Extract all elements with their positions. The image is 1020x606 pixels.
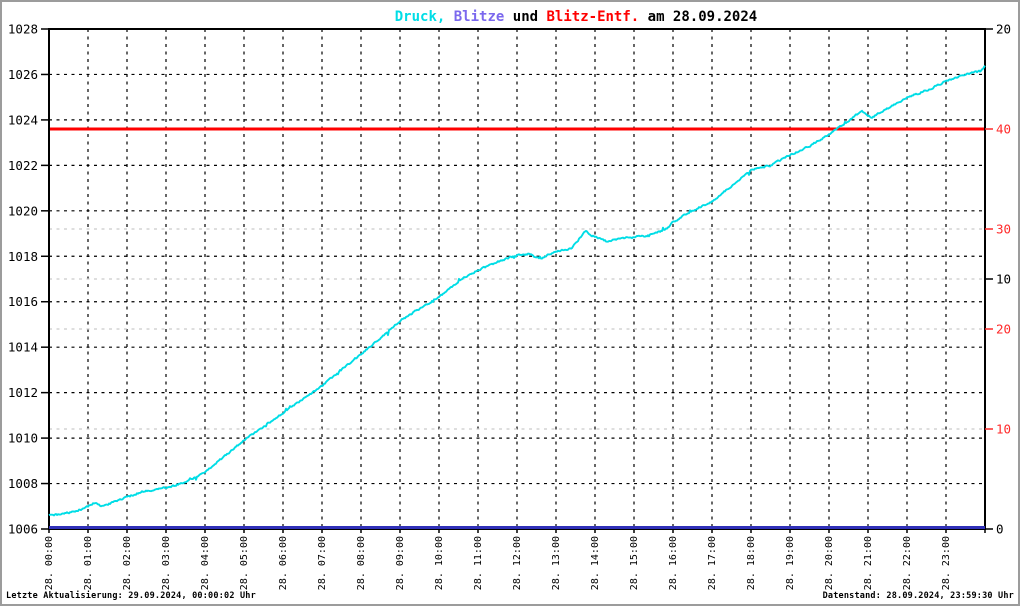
x-tick-label: 28. 01:00	[83, 536, 94, 590]
chart-title: Druck, Blitze und Blitz-Entf. am 28.09.2…	[395, 9, 757, 25]
x-tick-label: 28. 04:00	[200, 536, 211, 590]
y-left-tick-label: 1006	[8, 522, 38, 537]
y-left-tick-label: 1008	[8, 476, 38, 491]
x-tick-label: 28. 00:00	[44, 536, 55, 590]
y-left-tick-label: 1010	[8, 431, 38, 446]
y-right-black-tick-label: 20	[996, 22, 1011, 37]
footer-last-update: Letzte Aktualisierung: 29.09.2024, 00:00…	[6, 591, 256, 601]
y-right-black-tick-label: 0	[996, 522, 1004, 537]
y-right-red-tick-label: 10	[996, 422, 1011, 437]
footer-data-timestamp: Datenstand: 28.09.2024, 23:59:30 Uhr	[822, 591, 1014, 601]
x-tick-label: 28. 16:00	[668, 536, 679, 590]
x-tick-label: 28. 11:00	[473, 536, 484, 590]
x-tick-label: 28. 14:00	[590, 536, 601, 590]
title-part: Blitze	[445, 9, 504, 25]
y-left-tick-label: 1028	[8, 22, 38, 37]
x-tick-label: 28. 18:00	[746, 536, 757, 590]
title-part: und	[504, 9, 546, 25]
x-tick-label: 28. 17:00	[707, 536, 718, 590]
druck-curve	[48, 65, 986, 517]
x-tick-label: 28. 23:00	[941, 536, 952, 590]
y-left-tick-label: 1026	[8, 67, 38, 82]
x-tick-label: 28. 10:00	[434, 536, 445, 590]
y-right-red-tick-label: 40	[996, 122, 1011, 137]
x-tick-label: 28. 20:00	[824, 536, 835, 590]
y-right-black-tick-label: 10	[996, 272, 1011, 287]
x-tick-label: 28. 05:00	[239, 536, 250, 590]
x-tick-label: 28. 15:00	[629, 536, 640, 590]
y-left-tick-label: 1012	[8, 385, 38, 400]
x-tick-label: 28. 07:00	[317, 536, 328, 590]
x-tick-label: 28. 13:00	[551, 536, 562, 590]
y-left-tick-label: 1014	[8, 340, 38, 355]
y-left-tick-label: 1022	[8, 158, 38, 173]
title-part: Blitz-Entf.	[547, 9, 640, 25]
x-tick-label: 28. 19:00	[785, 536, 796, 590]
y-left-tick-label: 1024	[8, 112, 38, 127]
x-tick-label: 28. 03:00	[161, 536, 172, 590]
title-part: am 28.09.2024	[639, 9, 757, 25]
y-left-tick-label: 1020	[8, 203, 38, 218]
x-tick-label: 28. 06:00	[278, 536, 289, 590]
x-tick-label: 28. 12:00	[512, 536, 523, 590]
y-right-red-tick-label: 30	[996, 222, 1011, 237]
x-tick-label: 28. 21:00	[863, 536, 874, 590]
y-left-tick-label: 1018	[8, 249, 38, 264]
x-tick-label: 28. 22:00	[902, 536, 913, 590]
y-left-tick-label: 1016	[8, 294, 38, 309]
x-tick-label: 28. 08:00	[356, 536, 367, 590]
x-tick-label: 28. 02:00	[122, 536, 133, 590]
title-part: Druck,	[395, 9, 446, 25]
x-tick-label: 28. 09:00	[395, 536, 406, 590]
y-right-red-tick-label: 20	[996, 322, 1011, 337]
